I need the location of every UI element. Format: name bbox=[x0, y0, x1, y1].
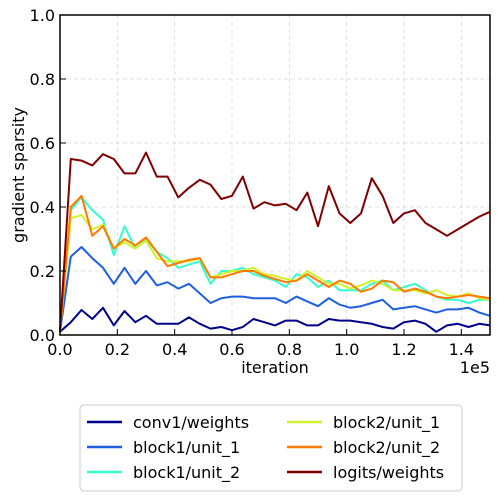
legend: conv1/weights block1/unit_1 block1/unit_2 b… bbox=[79, 404, 463, 492]
series-lines bbox=[59, 151, 491, 333]
series-line-block2-unit-1 bbox=[59, 214, 491, 332]
y-tick-label: 0.0 bbox=[30, 326, 55, 345]
x-axis: 0.0 0.2 0.4 0.6 0.8 1.0 1.2 1.4 bbox=[47, 329, 474, 359]
legend-label: conv1/weights bbox=[133, 413, 249, 432]
x-axis-title: iteration bbox=[241, 358, 309, 377]
legend-label: block2/unit_1 bbox=[333, 413, 440, 433]
legend-box bbox=[79, 404, 463, 492]
legend-label: block1/unit_1 bbox=[133, 438, 240, 458]
x-tick-label: 0.2 bbox=[105, 340, 130, 359]
x-axis-offset-label: 1e5 bbox=[460, 358, 490, 377]
y-axis: 0.0 0.2 0.4 0.6 0.8 1.0 bbox=[30, 6, 66, 345]
legend-label: block2/unit_2 bbox=[333, 438, 440, 458]
series-line-logits-weights bbox=[59, 151, 491, 332]
y-axis-title: gradient sparsity bbox=[9, 107, 28, 243]
x-tick-label: 0.4 bbox=[162, 340, 187, 359]
x-tick-label: 1.4 bbox=[449, 340, 474, 359]
plot-frame bbox=[59, 14, 491, 336]
x-tick-label: 0.8 bbox=[277, 340, 302, 359]
y-tick-label: 0.8 bbox=[30, 70, 55, 89]
y-tick-label: 0.2 bbox=[30, 262, 55, 281]
y-tick-label: 0.4 bbox=[30, 198, 55, 217]
x-tick-label: 0.0 bbox=[47, 340, 72, 359]
x-tick-label: 1.0 bbox=[334, 340, 359, 359]
legend-label: block1/unit_2 bbox=[133, 463, 240, 483]
x-tick-label: 1.2 bbox=[391, 340, 416, 359]
x-tick-label: 0.6 bbox=[219, 340, 244, 359]
series-line-conv1-weights bbox=[59, 306, 491, 333]
series-line-block1-unit-1 bbox=[59, 246, 491, 332]
grid bbox=[59, 14, 490, 336]
series-line-block2-unit-2 bbox=[59, 194, 491, 332]
y-tick-label: 1.0 bbox=[30, 6, 55, 25]
legend-label: logits/weights bbox=[333, 463, 444, 482]
series-line-block1-unit-2 bbox=[59, 196, 490, 332]
y-tick-label: 0.6 bbox=[30, 134, 55, 153]
